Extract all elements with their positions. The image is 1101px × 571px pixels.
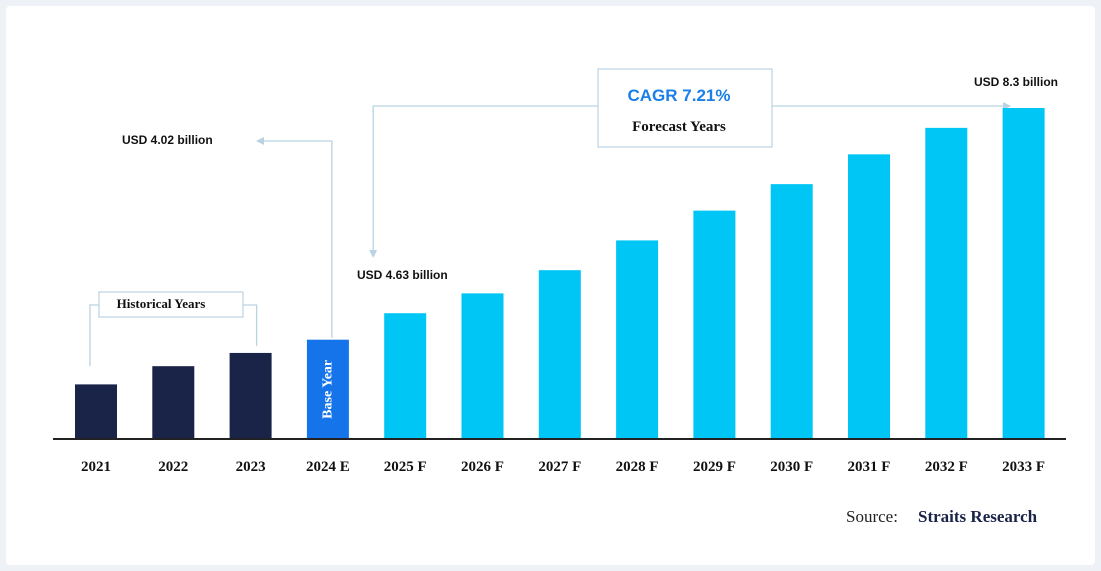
bar-2030-f [770,184,813,439]
chart-card: Base Year 2021 2022 2023 2024 E 2025 F 2026 F… [6,6,1095,565]
x-tick-2026-f: 2026 F [461,459,504,475]
x-tick-2027-f: 2027 F [538,459,581,475]
base-year-connector [264,140,333,338]
bar-2026-f [461,293,504,439]
forecast-years-label: Forecast Years [632,119,726,135]
x-tick-2032-f: 2032 F [925,459,968,475]
bar-2024-e [306,339,349,439]
x-tick-2021: 2021 [81,459,111,475]
x-tick-labels: 2021 2022 2023 2024 E 2025 F 2026 F 2027 F 2028… [81,459,1045,475]
bar-2032-f [925,127,968,440]
bar-2023 [229,352,272,439]
forecast-end-value-label: USD 8.3 billion [974,75,1058,89]
x-tick-2023: 2023 [236,459,266,475]
x-tick-2031-f: 2031 F [848,459,891,475]
bar-2028-f [616,240,659,439]
bar-2027-f [538,270,581,439]
historical-bracket-right [243,304,258,346]
cagr-arrow-down [369,250,378,258]
x-tick-2022: 2022 [158,459,188,475]
historical-bracket-left [89,304,99,366]
bar-2029-f [693,210,736,439]
bar-2025-f [384,313,427,439]
base-year-label: Base Year [320,360,335,419]
source-label: Source: [846,507,898,526]
cagr-label: CAGR 7.21% [628,86,731,105]
x-tick-2030-f: 2030 F [770,459,813,475]
historical-years-label: Historical Years [117,296,206,311]
cagr-connector-left [372,105,598,250]
x-tick-2033-f: 2033 F [1002,459,1045,475]
annotation-connectors [89,102,1011,366]
cagr-box [597,68,773,148]
base-year-arrow [256,137,264,145]
base-year-value-label: USD 4.02 billion [122,133,213,147]
bar-2022 [152,366,195,439]
bar-2031-f [848,154,890,439]
bar-2033-f [1002,108,1045,439]
historical-years-box [98,291,244,318]
bar-chart: Base Year 2021 2022 2023 2024 E 2025 F 2026 F… [53,68,1066,526]
x-tick-2028-f: 2028 F [616,459,659,475]
bar-2021 [75,384,117,439]
forecast-start-value-label: USD 4.63 billion [357,268,448,282]
x-tick-2024-e: 2024 E [306,459,350,475]
x-tick-2025-f: 2025 F [384,459,427,475]
source-name: Straits Research [918,507,1038,526]
x-tick-2029-f: 2029 F [693,459,736,475]
bars-group: Base Year [75,108,1045,440]
